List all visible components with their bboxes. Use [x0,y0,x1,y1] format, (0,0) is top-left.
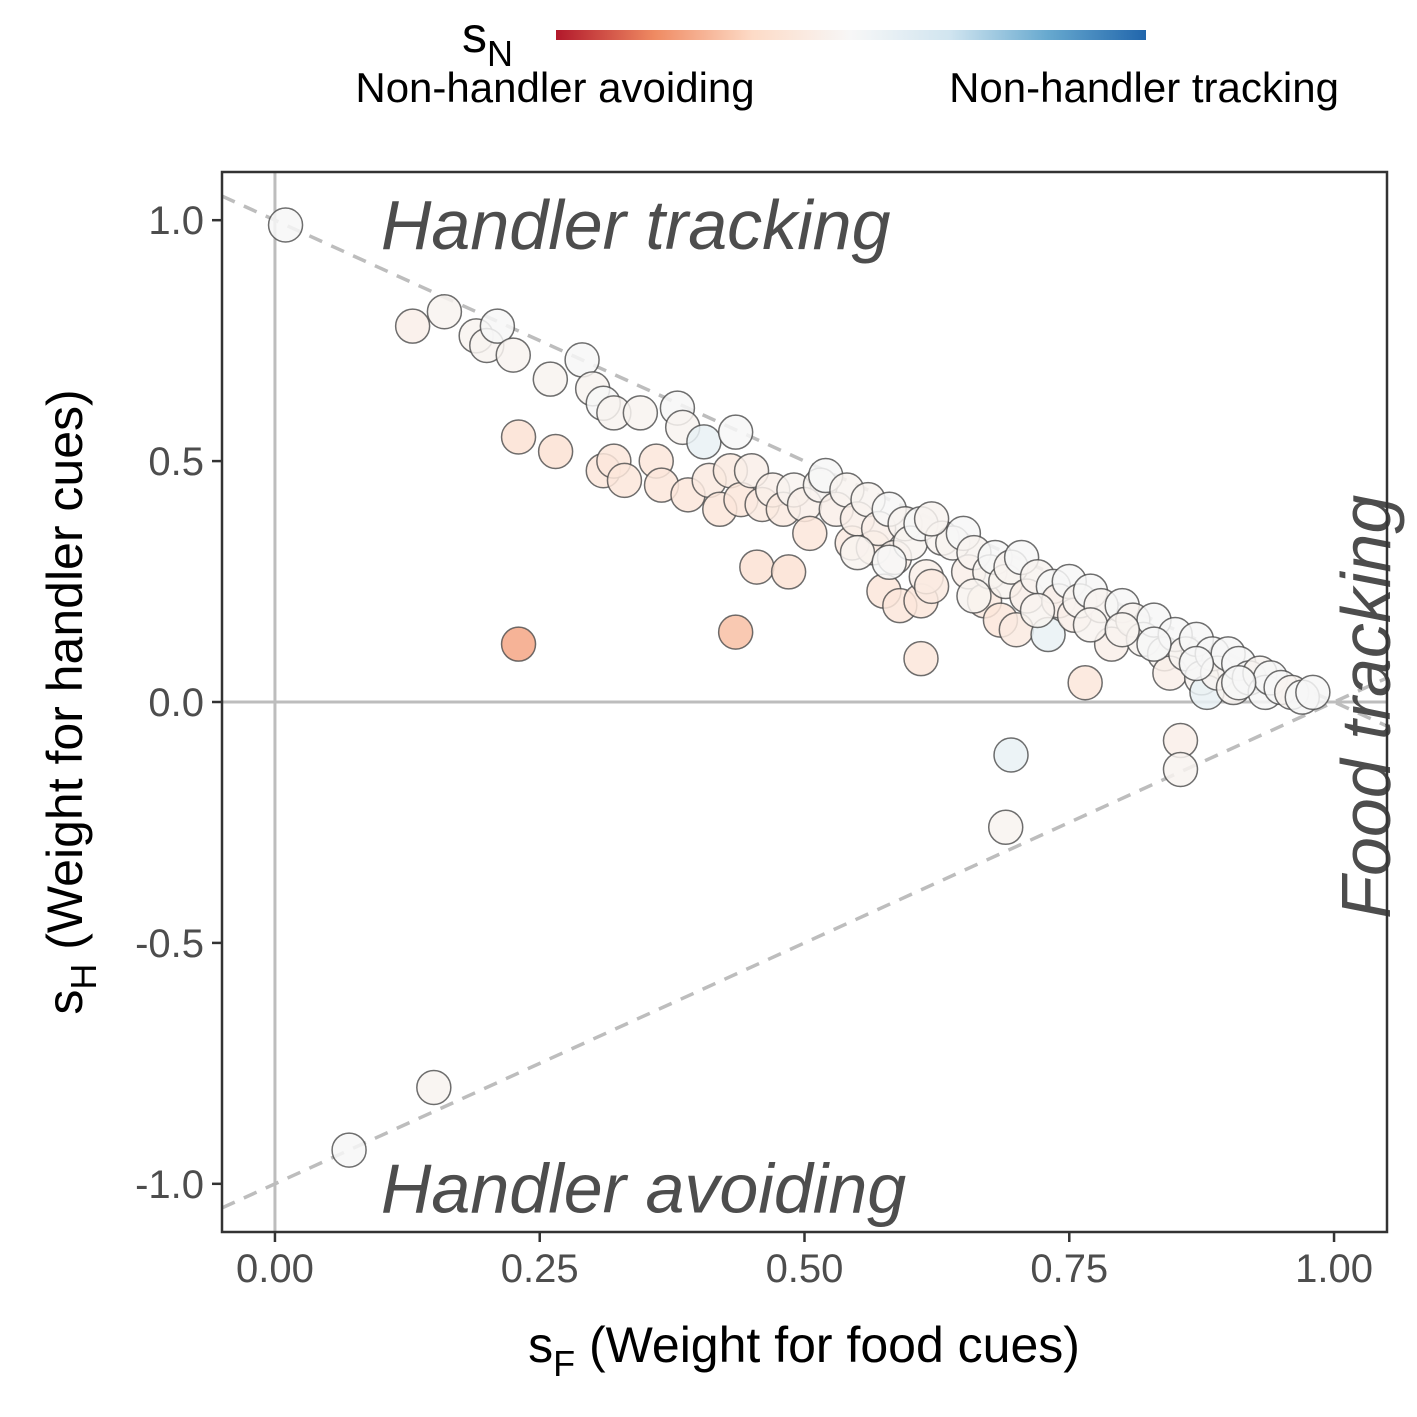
data-point-115 [839,534,876,571]
data-point-123 [1178,645,1215,682]
x-axis-title-main: s [528,1317,553,1373]
data-point-1 [394,308,431,344]
data-point-29 [717,614,754,650]
x-tick-label-2: 0.50 [766,1247,844,1291]
data-point-7 [500,419,537,455]
data-point-28 [717,414,754,450]
x-axis: 0.00 0.25 0.50 0.75 1.00 [236,1232,1373,1291]
x-axis-title-sub: F [553,1343,575,1384]
data-points [267,207,1331,1168]
data-point-0 [267,207,304,243]
data-point-39 [792,515,828,552]
y-axis-title-sub: H [63,964,104,990]
data-point-118 [956,578,992,614]
data-point-114 [903,640,939,677]
data-point-111 [987,809,1024,846]
data-point-36 [770,554,807,590]
y-axis-title: sH (Weight for handler cues) [37,389,104,1014]
data-point-120 [1072,607,1109,643]
data-point-116 [871,544,907,581]
y-axis-title-main: s [37,990,93,1015]
x-axis-title-rest: (Weight for food cues) [575,1317,1080,1373]
data-point-122 [1136,626,1172,662]
region-annotations: Handler tracking Handler avoiding Food tra… [381,186,1405,1228]
data-point-112 [416,1069,452,1106]
y-tick-label-4: 1.0 [148,199,204,243]
data-point-58 [913,568,950,605]
data-point-5 [479,308,516,344]
data-point-32 [739,549,775,585]
legend-low-label: Non-handler avoiding [355,64,754,111]
data-point-117 [913,501,950,537]
data-point-9 [532,361,569,397]
data-point-110 [993,737,1029,773]
data-point-113 [331,1132,367,1168]
data-point-8 [500,626,537,662]
annotation-2: Food tracking [1327,495,1405,919]
data-point-24 [686,424,722,460]
x-tick-label-0: 0.00 [236,1247,314,1291]
y-axis: -1.0 -0.5 0.0 0.5 1.0 [135,199,222,1207]
legend-title-sub: N [487,33,513,74]
legend-title-main: s [462,7,487,63]
data-point-119 [1019,592,1056,629]
x-axis-title: sF (Weight for food cues) [528,1317,1080,1384]
data-point-2 [426,293,463,330]
data-point-17 [606,462,643,499]
x-tick-label-4: 1.00 [1295,1247,1373,1291]
data-point-80 [1067,664,1103,701]
y-tick-label-0: -1.0 [135,1163,204,1207]
data-point-121 [1104,611,1140,648]
legend-colorbar [556,30,1146,40]
x-tick-label-3: 0.75 [1030,1247,1108,1291]
data-point-109 [1295,674,1331,711]
y-axis-title-rest: (Weight for handler cues) [37,389,93,963]
data-point-6 [495,337,531,373]
color-legend: sN Non-handler avoiding Non-handler trac… [355,7,1339,111]
annotation-1: Handler avoiding [381,1150,906,1228]
annotation-0: Handler tracking [381,186,891,264]
y-tick-label-2: 0.0 [148,681,204,725]
data-point-124 [1220,664,1257,701]
x-tick-label-1: 0.25 [501,1247,579,1291]
data-point-18 [622,395,659,431]
legend-title: sN [462,7,513,74]
legend-high-label: Non-handler tracking [949,64,1339,111]
data-point-92 [1162,751,1199,788]
y-tick-label-3: 0.5 [148,440,204,484]
y-tick-label-1: -0.5 [135,922,204,966]
data-point-10 [537,433,574,470]
